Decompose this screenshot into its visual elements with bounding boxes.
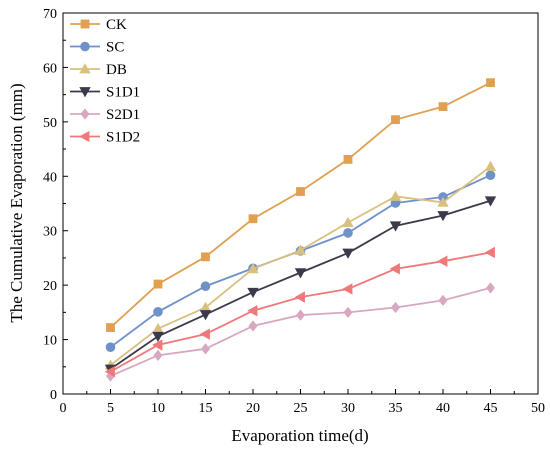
- x-tick-label: 35: [389, 401, 403, 416]
- data-point-s2d1: [248, 320, 258, 332]
- data-point-s1d2: [199, 328, 210, 340]
- y-tick-label: 30: [43, 225, 57, 240]
- x-tick-label: 10: [151, 401, 165, 416]
- x-tick-label: 15: [199, 401, 213, 416]
- data-point-s1d2: [437, 255, 448, 267]
- x-tick-label: 50: [531, 401, 545, 416]
- data-point-ck: [343, 155, 353, 164]
- legend-marker: [80, 19, 90, 29]
- data-point-ck: [248, 214, 258, 224]
- x-tick-label: 45: [484, 401, 498, 416]
- y-axis-label: The Cumulative Evaporation (mm): [7, 83, 26, 322]
- data-point-s1d2: [484, 246, 495, 259]
- series-ck: [106, 78, 495, 332]
- x-tick-label: 40: [436, 401, 450, 416]
- series-s1d2: [104, 246, 495, 378]
- data-point-db: [437, 196, 449, 207]
- data-point-s2d1: [200, 343, 211, 355]
- legend-label: S2D1: [106, 107, 140, 123]
- data-point-s1d1: [199, 310, 212, 321]
- legend-label: DB: [106, 62, 127, 78]
- data-point-ck: [296, 187, 305, 196]
- legend-label: SC: [106, 40, 124, 56]
- series-line-ck: [109, 81, 491, 329]
- legend-label: CK: [106, 17, 127, 33]
- legend-item-s2d1: S2D1: [70, 107, 140, 123]
- data-point-s2d1: [343, 306, 353, 318]
- y-tick-label: 0: [50, 388, 57, 403]
- x-tick-label: 5: [107, 401, 114, 416]
- data-point-s1d2: [342, 283, 353, 295]
- legend-label: S1D2: [106, 130, 140, 146]
- legend-item-sc: SC: [70, 40, 124, 56]
- x-tick-label: 20: [246, 401, 260, 416]
- y-tick-label: 60: [43, 61, 57, 76]
- data-point-s2d1: [153, 349, 163, 361]
- y-tick-label: 50: [43, 116, 57, 131]
- series-line-db: [109, 165, 492, 366]
- data-point-ck: [391, 115, 400, 125]
- data-point-s2d1: [295, 309, 306, 321]
- series-s2d1: [105, 282, 496, 382]
- data-point-db: [152, 322, 164, 334]
- data-point-s1d1: [152, 331, 164, 343]
- y-tick-label: 10: [43, 334, 57, 349]
- legend-item-s1d2: S1D2: [70, 130, 140, 146]
- legend-label: S1D1: [106, 85, 140, 101]
- series-group: [104, 78, 497, 382]
- data-point-s1d1: [484, 196, 497, 207]
- x-tick-label: 25: [294, 401, 308, 416]
- legend-marker: [80, 41, 90, 52]
- data-point-ck: [201, 252, 210, 262]
- data-point-db: [247, 262, 259, 274]
- data-point-s1d2: [104, 366, 115, 378]
- data-point-ck: [438, 102, 448, 112]
- data-point-sc: [200, 281, 211, 292]
- plot-frame: [62, 12, 539, 395]
- legend-item-s1d1: S1D1: [70, 85, 140, 101]
- data-point-s1d1: [437, 211, 449, 222]
- data-point-s1d1: [247, 287, 259, 299]
- data-point-s1d1: [342, 248, 354, 259]
- x-tick-label: 0: [60, 401, 67, 416]
- x-axis-label: Evaporation time(d): [231, 426, 368, 445]
- data-point-db: [294, 244, 307, 255]
- data-point-s2d1: [390, 301, 401, 314]
- data-point-sc: [485, 170, 496, 180]
- legend: CK SC DB S1D1 S2D1 S1D2: [70, 17, 140, 146]
- data-point-s2d1: [438, 294, 448, 307]
- axes: 0 5 10 15 20 25 30 35 40 45 50 0 10 20 30 40 50 60 70: [43, 7, 545, 416]
- data-point-sc: [105, 342, 116, 352]
- legend-marker: [79, 130, 90, 143]
- legend-marker: [79, 87, 91, 98]
- y-tick-label: 70: [43, 7, 57, 22]
- data-point-s1d2: [294, 291, 305, 303]
- data-point-s2d1: [485, 282, 496, 294]
- data-point-ck: [153, 279, 163, 289]
- data-point-db: [389, 190, 402, 201]
- legend-marker: [79, 63, 91, 74]
- y-tick-label: 40: [43, 170, 57, 185]
- data-point-sc: [343, 228, 353, 238]
- series-sc: [105, 170, 496, 352]
- legend-item-ck: CK: [70, 17, 127, 33]
- data-point-sc: [153, 307, 163, 317]
- x-tick-label: 30: [341, 401, 355, 416]
- y-tick-label: 20: [43, 279, 57, 294]
- data-point-s1d2: [152, 339, 163, 351]
- data-point-db: [484, 160, 497, 171]
- series-s1d1: [104, 196, 497, 375]
- data-point-db: [342, 216, 354, 227]
- legend-marker: [80, 108, 90, 120]
- data-point-s1d1: [389, 221, 402, 232]
- data-point-s1d2: [247, 305, 258, 317]
- legend-item-db: DB: [70, 62, 127, 78]
- data-point-ck: [486, 78, 495, 88]
- data-point-s1d1: [294, 268, 307, 279]
- data-point-s1d2: [389, 263, 400, 275]
- series-db: [104, 160, 497, 370]
- data-point-ck: [106, 323, 115, 332]
